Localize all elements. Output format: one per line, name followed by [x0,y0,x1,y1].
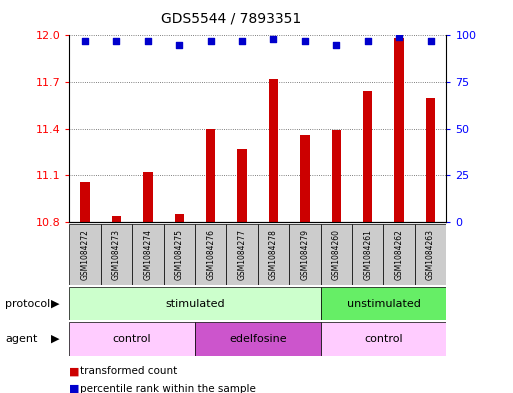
Bar [226,224,258,285]
Text: GSM1084273: GSM1084273 [112,229,121,280]
Text: protocol: protocol [5,299,50,309]
Text: GSM1084278: GSM1084278 [269,229,278,280]
Bar [321,224,352,285]
Bar [383,224,415,285]
Bar [206,129,215,222]
Bar [258,224,289,285]
Bar [69,287,321,320]
Bar [174,214,184,222]
Bar [80,182,90,222]
Text: GSM1084279: GSM1084279 [301,229,309,280]
Text: ■: ■ [69,366,80,376]
Bar [300,135,310,222]
Point [144,38,152,44]
Point [269,36,278,42]
Point [426,38,435,44]
Bar [426,97,436,222]
Bar [112,216,121,222]
Text: GSM1084276: GSM1084276 [206,229,215,280]
Bar [195,322,321,356]
Text: ▶: ▶ [50,334,59,344]
Text: ▶: ▶ [50,299,59,309]
Point [207,38,215,44]
Text: transformed count: transformed count [80,366,177,376]
Text: GSM1084262: GSM1084262 [394,229,404,280]
Point [364,38,372,44]
Bar [394,39,404,222]
Text: ■: ■ [69,384,80,393]
Text: GSM1084261: GSM1084261 [363,229,372,280]
Text: edelfosine: edelfosine [229,334,287,344]
Text: stimulated: stimulated [165,299,225,309]
Bar [164,224,195,285]
Bar [331,130,341,222]
Bar [321,287,446,320]
Point [301,38,309,44]
Text: agent: agent [5,334,37,344]
Point [238,38,246,44]
Text: GSM1084263: GSM1084263 [426,229,435,280]
Point [175,42,183,48]
Text: unstimulated: unstimulated [346,299,421,309]
Point [395,34,403,40]
Bar [69,322,195,356]
Bar [269,79,278,222]
Text: control: control [364,334,403,344]
Bar [363,92,372,222]
Text: percentile rank within the sample: percentile rank within the sample [80,384,255,393]
Bar [321,322,446,356]
Text: GSM1084260: GSM1084260 [332,229,341,280]
Text: GSM1084272: GSM1084272 [81,229,89,280]
Bar [132,224,164,285]
Bar [352,224,383,285]
Text: GDS5544 / 7893351: GDS5544 / 7893351 [161,12,301,26]
Bar [101,224,132,285]
Bar [415,224,446,285]
Text: GSM1084277: GSM1084277 [238,229,247,280]
Point [81,38,89,44]
Text: GSM1084275: GSM1084275 [175,229,184,280]
Bar [143,172,152,222]
Bar [289,224,321,285]
Text: control: control [113,334,151,344]
Bar [238,149,247,222]
Text: GSM1084274: GSM1084274 [143,229,152,280]
Point [112,38,121,44]
Point [332,42,341,48]
Bar [69,224,101,285]
Bar [195,224,226,285]
